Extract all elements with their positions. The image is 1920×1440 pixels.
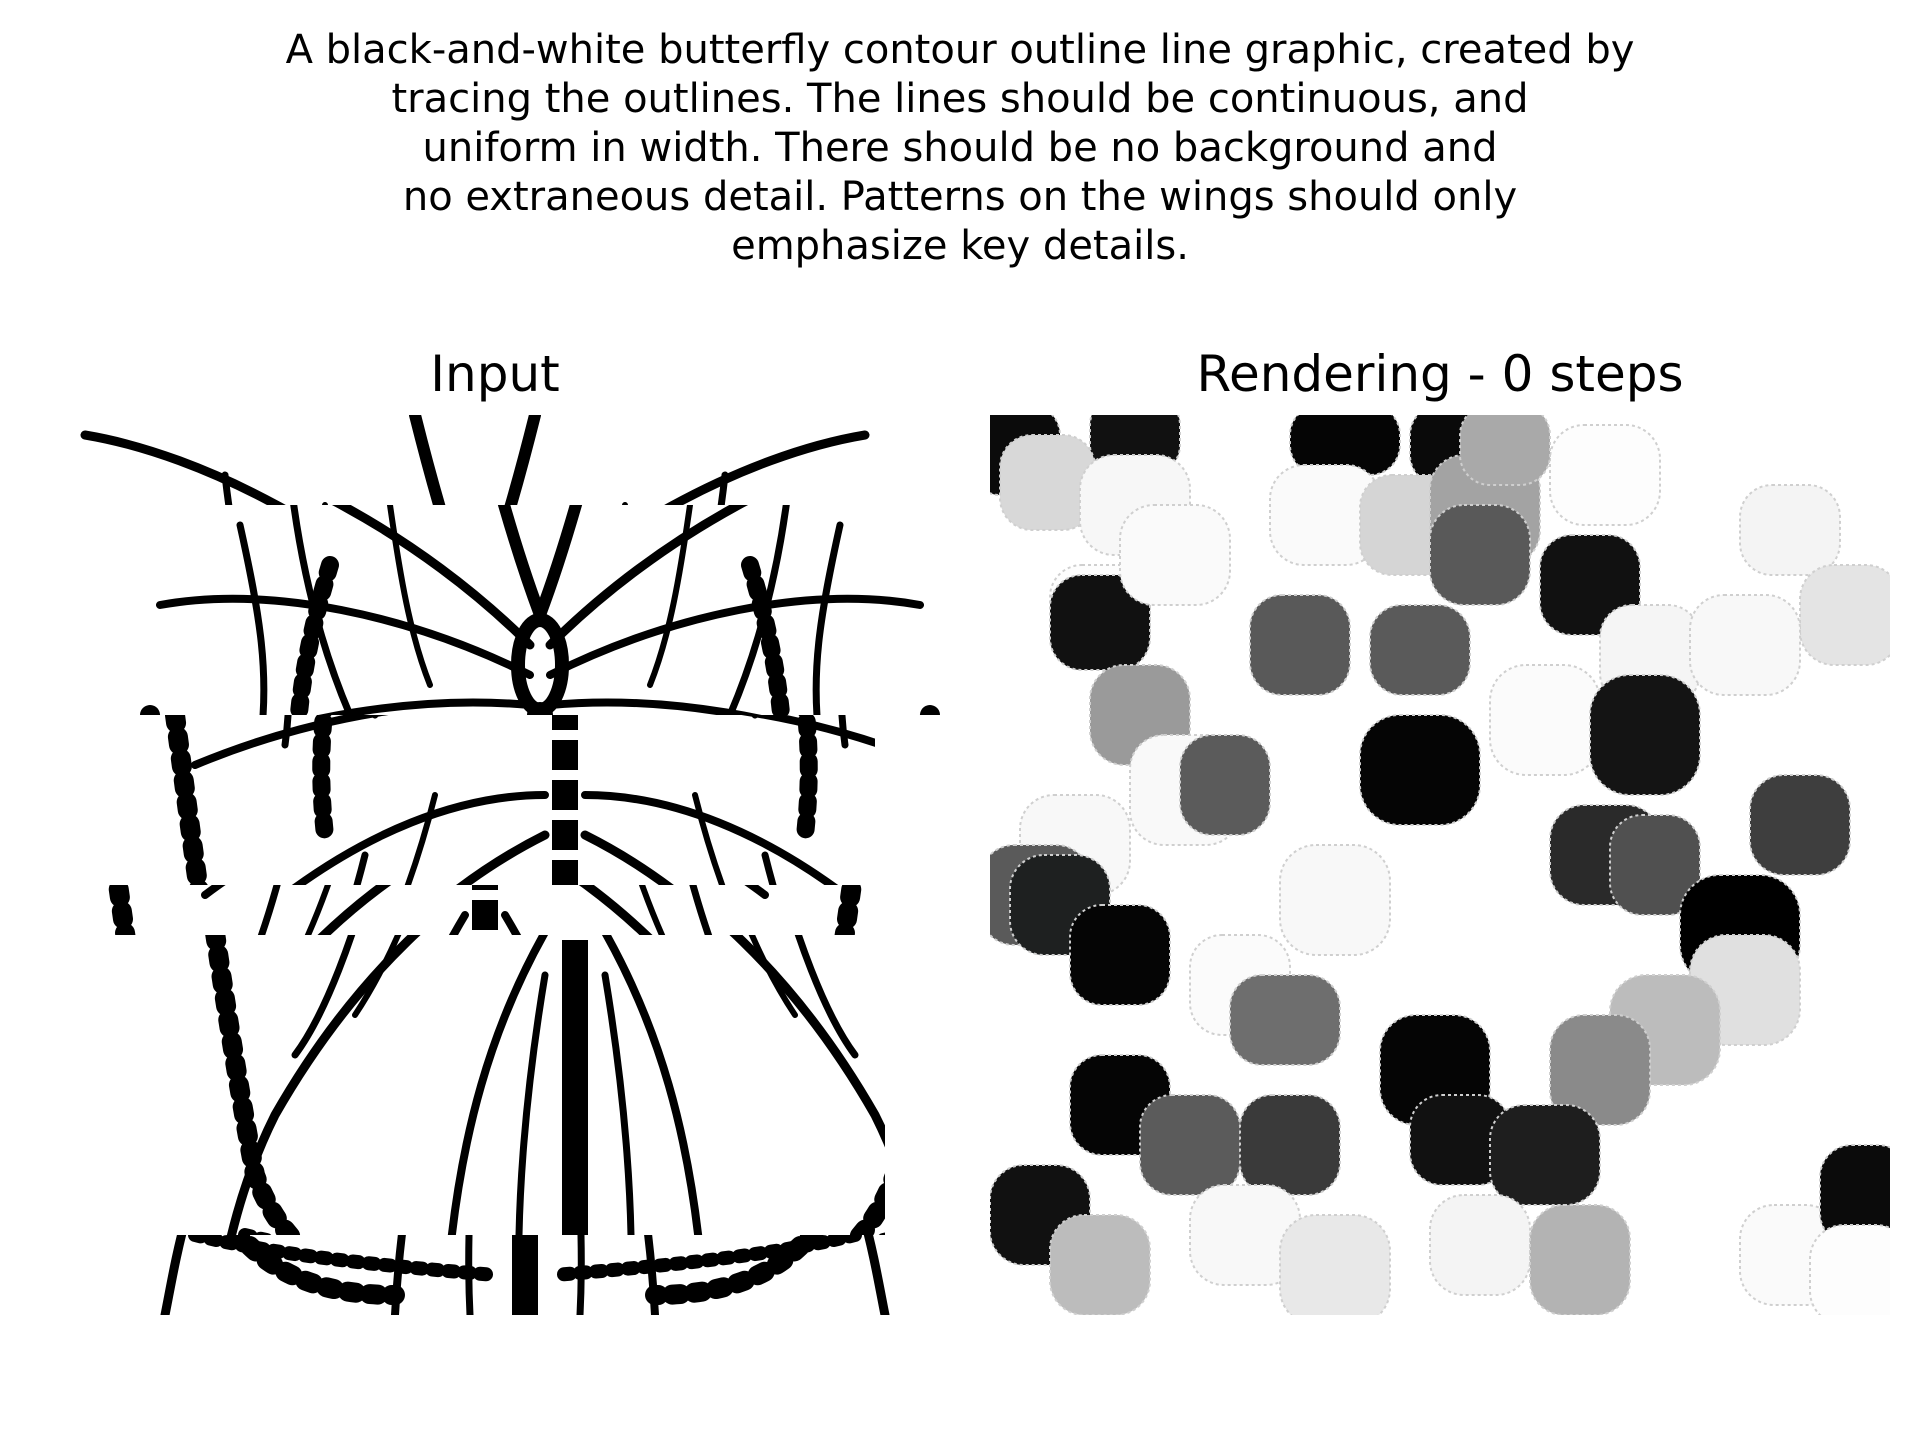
prompt-line: no extraneous detail. Patterns on the wi… (402, 174, 1518, 220)
rendered-blobs (990, 415, 1890, 1315)
prompt-caption: A black-and-white butterfly contour outl… (0, 26, 1920, 271)
input-panel-title: Input (430, 345, 560, 403)
input-image (45, 415, 945, 1315)
butterfly-line-art (45, 415, 945, 1315)
rendering-panel-title: Rendering - 0 steps (1196, 345, 1684, 403)
prompt-line: uniform in width. There should be no bac… (422, 125, 1498, 171)
prompt-line: tracing the outlines. The lines should b… (391, 76, 1529, 122)
prompt-line: A black-and-white butterfly contour outl… (285, 27, 1635, 73)
prompt-line: emphasize key details. (731, 223, 1189, 269)
rendering-image (990, 415, 1890, 1315)
